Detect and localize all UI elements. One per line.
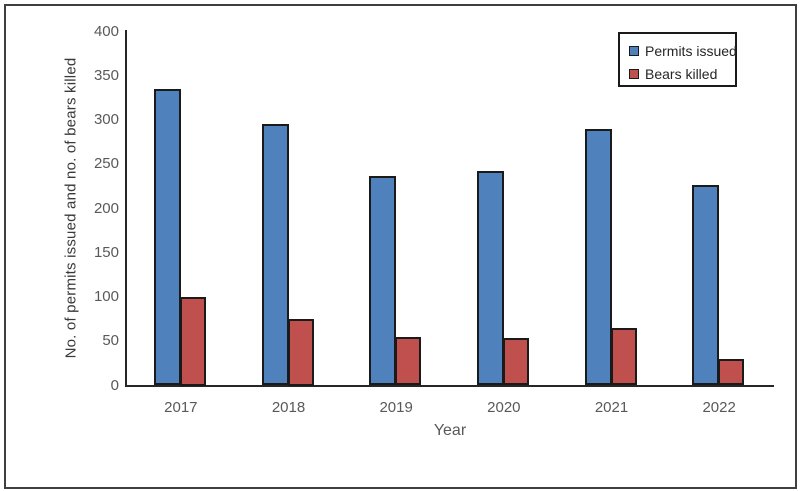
y-tick-label-0: 0 — [110, 376, 119, 394]
bar-permits-issued-2022 — [692, 185, 720, 386]
y-tick-label-350: 350 — [93, 66, 119, 84]
bar-permits-issued-2017 — [153, 89, 181, 386]
y-tick-label-50: 50 — [102, 332, 119, 350]
x-tick-label-2019: 2019 — [379, 399, 413, 416]
bar-permits-issued-2021 — [584, 128, 612, 386]
x-axis-title: Year — [433, 422, 467, 439]
legend: Permits issued Bears killed — [618, 32, 737, 87]
bar-permits-issued-2020 — [476, 171, 504, 386]
y-tick-label-100: 100 — [93, 288, 119, 305]
legend-swatch-icon — [629, 68, 639, 79]
legend-swatch-icon — [629, 45, 639, 56]
y-tick-label-250: 250 — [93, 155, 119, 173]
bar-permits-issued-2019 — [369, 175, 397, 386]
x-tick-label-2022: 2022 — [702, 399, 736, 416]
y-tick-label-300: 300 — [93, 111, 119, 128]
bar-bears-killed-2018 — [287, 319, 314, 386]
bar-bears-killed-2020 — [502, 337, 529, 386]
x-tick-label-2020: 2020 — [487, 399, 521, 416]
y-axis-line — [125, 30, 127, 387]
y-tick-label-200: 200 — [93, 199, 119, 217]
bar-bears-killed-2019 — [395, 336, 422, 386]
x-axis-line — [126, 385, 774, 387]
bar-bears-killed-2021 — [610, 327, 637, 386]
legend-label: Bears killed — [645, 65, 718, 82]
bar-bears-killed-2017 — [179, 297, 206, 386]
x-tick-label-2021: 2021 — [594, 399, 629, 416]
bar-permits-issued-2018 — [261, 124, 289, 386]
y-tick-label-150: 150 — [93, 243, 119, 261]
x-tick-label-2018: 2018 — [271, 399, 306, 416]
legend-item-permits-issued: Permits issued — [629, 39, 737, 62]
legend-item-bears-killed: Bears killed — [629, 62, 735, 85]
legend-label: Permits issued — [645, 42, 737, 59]
bar-bears-killed-2022 — [718, 358, 745, 386]
y-tick-label-400: 400 — [93, 22, 119, 40]
x-tick-label-2017: 2017 — [164, 399, 198, 416]
